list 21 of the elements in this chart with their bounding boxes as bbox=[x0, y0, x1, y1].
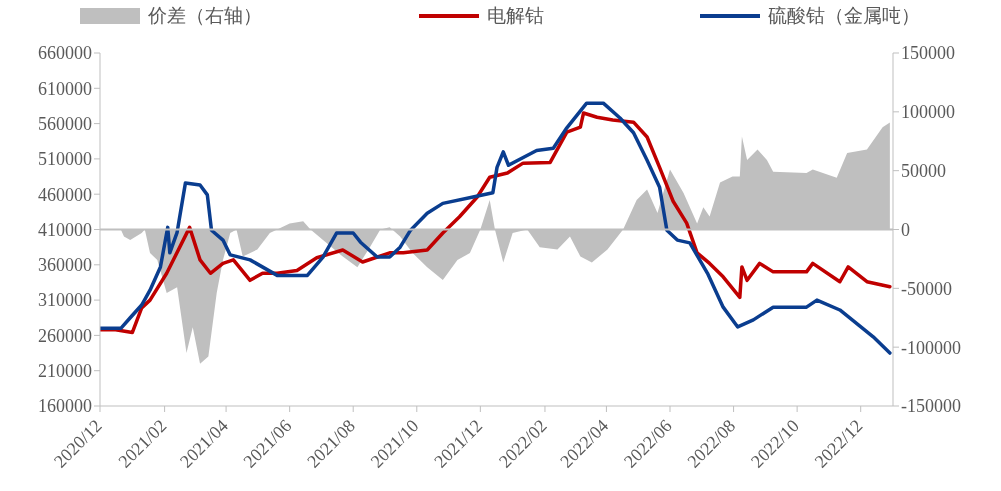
y2-tick-label: 50000 bbox=[901, 161, 946, 182]
y-tick-label: 660000 bbox=[38, 43, 92, 64]
legend-label: 硫酸钴（金属吨） bbox=[768, 4, 920, 28]
y-tick-label: 160000 bbox=[38, 396, 92, 417]
y2-tick-label: 0 bbox=[901, 219, 910, 240]
y-tick-label: 360000 bbox=[38, 255, 92, 276]
y-tick-label: 210000 bbox=[38, 361, 92, 382]
legend-label: 价差（右轴） bbox=[148, 4, 262, 28]
y-tick-label: 460000 bbox=[38, 184, 92, 205]
y-tick-label: 510000 bbox=[38, 149, 92, 170]
legend-label: 电解钴 bbox=[486, 4, 544, 28]
y-tick-label: 610000 bbox=[38, 78, 92, 99]
y2-tick-label: -150000 bbox=[901, 396, 961, 417]
y-tick-label: 560000 bbox=[38, 113, 92, 134]
y-tick-label: 410000 bbox=[38, 219, 92, 240]
y2-tick-label: 100000 bbox=[901, 102, 955, 123]
y2-tick-label: 150000 bbox=[901, 43, 955, 64]
y-tick-label: 310000 bbox=[38, 290, 92, 311]
y-tick-label: 260000 bbox=[38, 325, 92, 346]
y2-tick-label: -50000 bbox=[901, 278, 952, 299]
y2-tick-label: -100000 bbox=[901, 337, 961, 358]
